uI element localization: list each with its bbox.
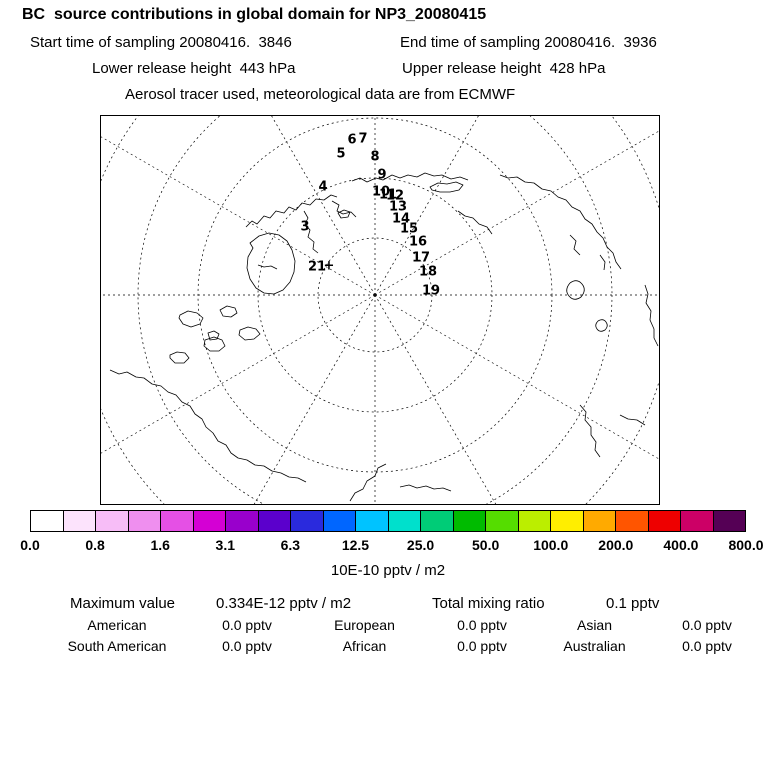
colorbar-segment	[323, 511, 356, 531]
colorbar-segment	[31, 511, 64, 531]
colorbar-tick-label: 0.0	[20, 537, 40, 553]
region-value: 0.0 pptv	[682, 638, 732, 654]
total-mixing-ratio-value: 0.1 pptv	[606, 595, 660, 612]
colorbar-segment	[128, 511, 161, 531]
colorbar-tick-label: 0.8	[85, 537, 105, 553]
total-mixing-ratio-label: Total mixing ratio	[432, 595, 545, 612]
upper-release-text: Upper release height 428 hPa	[402, 60, 606, 77]
trajectory-point-9: 9	[377, 167, 387, 183]
lower-release-text: Lower release height 443 hPa	[92, 60, 296, 77]
trajectory-point-4: 4	[318, 179, 328, 195]
trajectory-point-17: 17	[411, 250, 431, 266]
maximum-value-label: Maximum value	[70, 595, 176, 612]
colorbar-segment	[356, 511, 389, 531]
colorbar-tick-label: 12.5	[341, 537, 370, 553]
colorbar-tick-label: 100.0	[533, 537, 569, 553]
colorbar-tick-label: 1.6	[150, 537, 170, 553]
colorbar-segment	[63, 511, 96, 531]
region-value: 0.0 pptv	[457, 617, 507, 633]
trajectory-point-10: 10	[371, 184, 391, 200]
colorbar-segment	[551, 511, 584, 531]
plot-title: BC source contributions in global domain…	[22, 6, 487, 23]
trajectory-point-12: 12	[385, 188, 405, 204]
end-time-text: End time of sampling 20080416. 3936	[400, 34, 657, 51]
trajectory-point-16: 16	[408, 234, 428, 250]
colorbar-tick-label: 200.0	[598, 537, 634, 553]
colorbar-tick-label: 6.3	[280, 537, 301, 553]
trajectory-point-11: 11	[378, 187, 398, 203]
trajectory-point-14: 14	[391, 211, 411, 227]
colorbar-segment	[583, 511, 616, 531]
colorbar-segment	[681, 511, 714, 531]
colorbar-segment	[388, 511, 421, 531]
trajectory-point-6: 6	[347, 132, 357, 148]
graticule-lines	[100, 115, 660, 505]
colorbar-segment	[421, 511, 454, 531]
region-value: 0.0 pptv	[457, 638, 507, 654]
trajectory-point-18: 18	[418, 264, 438, 280]
colorbar-segment	[713, 511, 745, 531]
colorbar	[30, 510, 746, 532]
colorbar-tick-label: 3.1	[215, 537, 235, 553]
colorbar-segment	[453, 511, 486, 531]
colorbar-segment	[648, 511, 681, 531]
start-time-text: Start time of sampling 20080416. 3846	[30, 34, 292, 51]
region-value: 0.0 pptv	[222, 617, 272, 633]
colorbar-tick-labels: 0.0 0.8 1.6 3.1 6.3 12.5 25.0 50.0 100.0 200.0 400…	[20, 537, 763, 555]
map-border	[100, 115, 660, 505]
trajectory-point-13: 13	[388, 199, 408, 215]
coastline-paths	[109, 172, 659, 502]
colorbar-tick-label: 800.0	[728, 537, 764, 553]
trajectory-point-21: 21	[307, 259, 327, 275]
region-name: European	[334, 617, 395, 633]
colorbar-segment	[518, 511, 551, 531]
colorbar-segment	[291, 511, 324, 531]
colorbar-tick-label: 50.0	[472, 537, 500, 553]
colorbar-tick-label: 400.0	[663, 537, 699, 553]
trajectory-point-+: +	[323, 258, 335, 274]
region-name: American	[87, 617, 147, 633]
colorbar-segment	[258, 511, 291, 531]
colorbar-segment	[226, 511, 259, 531]
region-name: Asian	[576, 617, 613, 633]
trajectory-point-3: 3	[300, 219, 310, 235]
tracer-note-text: Aerosol tracer used, meteorological data…	[125, 86, 516, 103]
region-name: Australian	[563, 638, 626, 654]
trajectory-point-19: 19	[421, 283, 441, 299]
maximum-value-text: 0.334E-12 pptv / m2	[216, 595, 352, 612]
trajectory-point-8: 8	[370, 149, 380, 165]
colorbar-unit-label: 10E-10 pptv / m2	[330, 562, 446, 579]
colorbar-tick-label: 25.0	[406, 537, 435, 553]
colorbar-segment	[193, 511, 226, 531]
trajectory-point-7: 7	[358, 131, 368, 147]
region-value: 0.0 pptv	[682, 617, 732, 633]
trajectory-point-5: 5	[336, 146, 346, 162]
colorbar-segment	[161, 511, 194, 531]
trajectory-point-15: 15	[399, 221, 419, 237]
colorbar-segment	[486, 511, 519, 531]
polar-map-image	[100, 115, 660, 505]
region-name: African	[342, 638, 387, 654]
region-value: 0.0 pptv	[222, 638, 272, 654]
colorbar-segment	[96, 511, 129, 531]
region-name: South American	[67, 638, 167, 654]
colorbar-segment	[616, 511, 649, 531]
region-contributions-table: American 0.0 pptv European 0.0 pptv Asian 0.0…	[42, 617, 732, 654]
polar-map-panel: 3 4 5 6 7 8 9 10 11 12 13 14 15 16 17 18 19 21 +	[100, 115, 660, 505]
